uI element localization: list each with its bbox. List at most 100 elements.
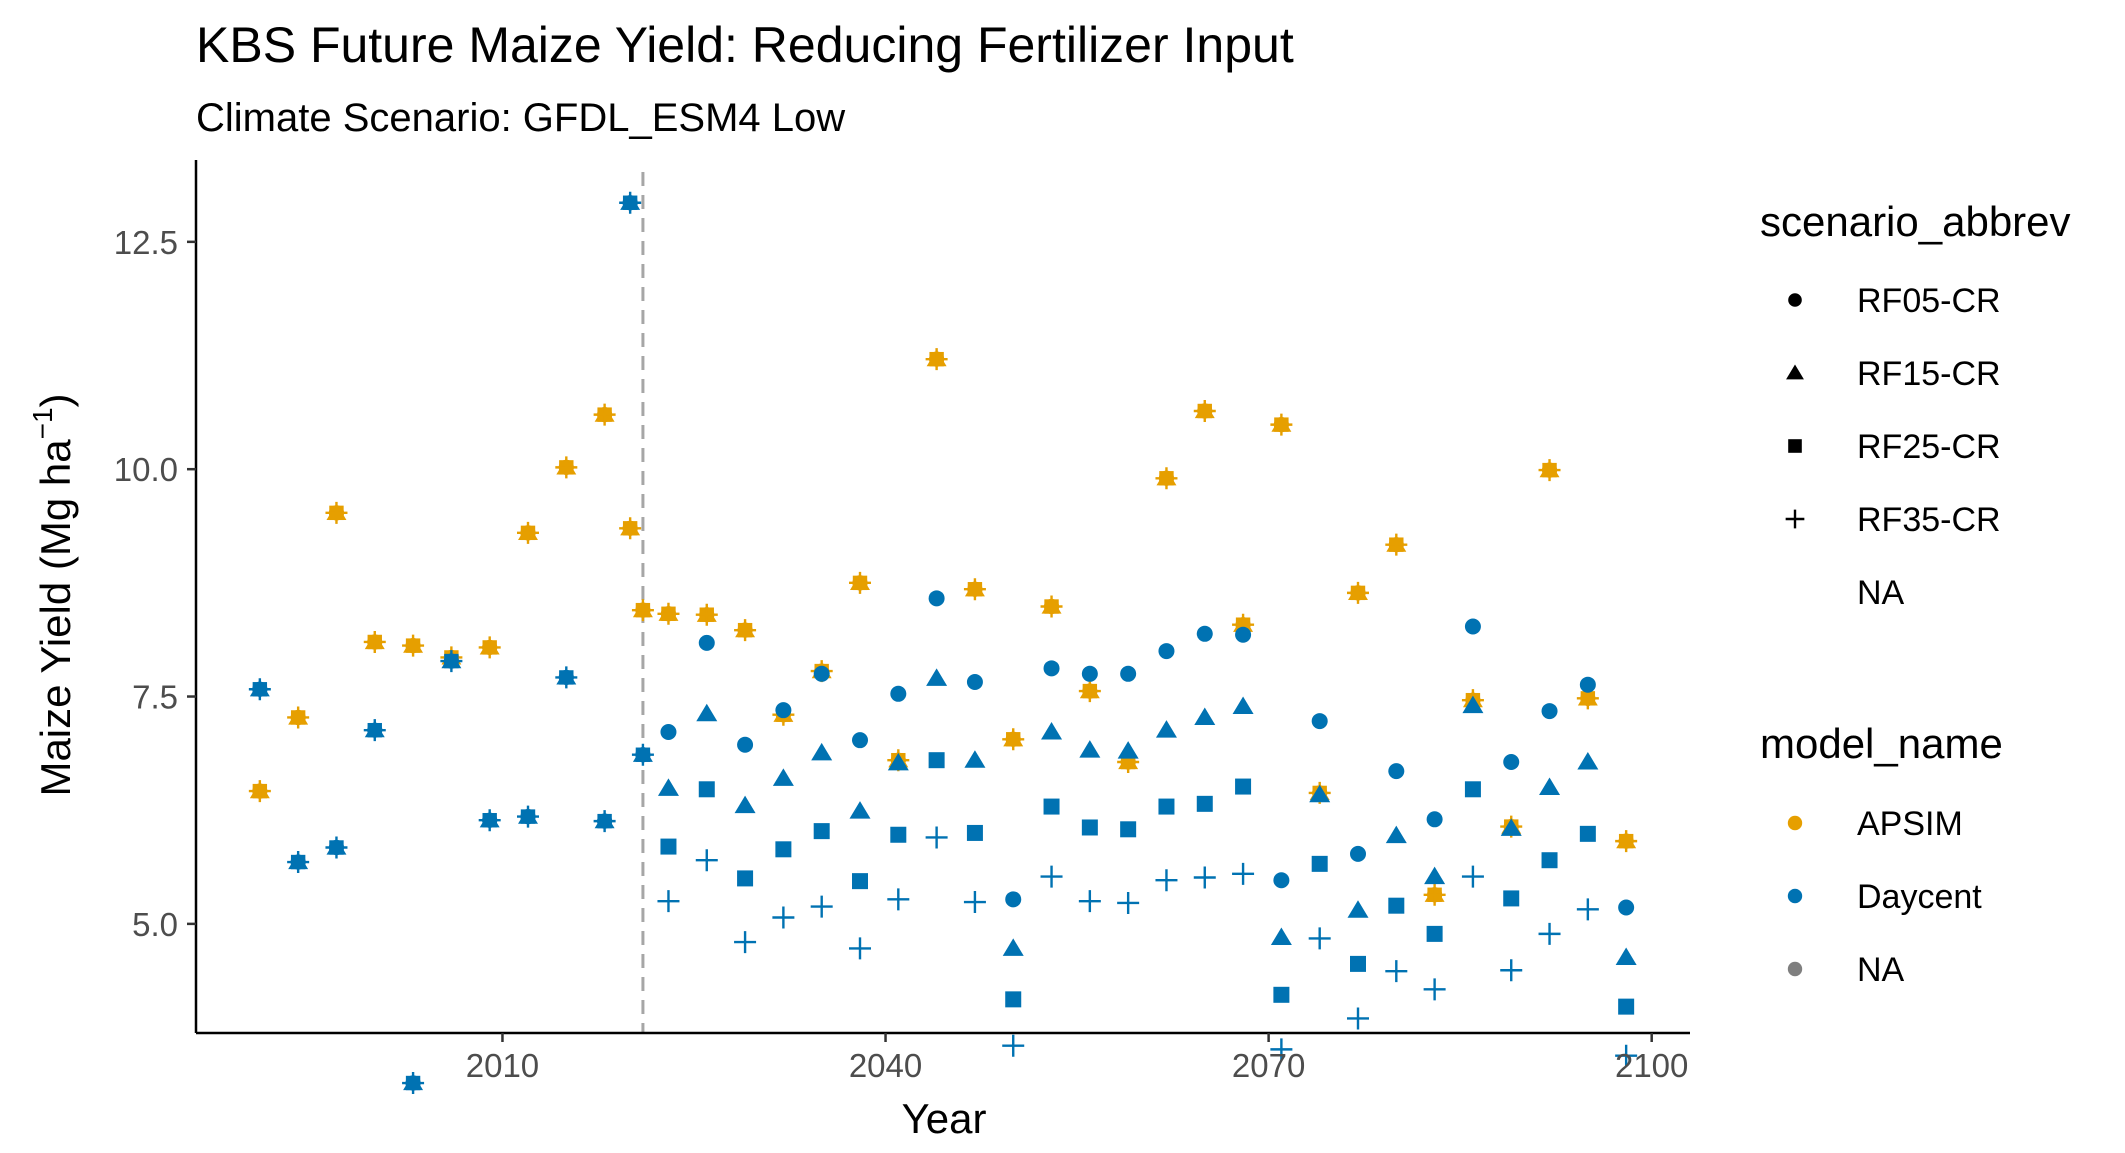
point-rf35-cr — [1117, 891, 1140, 914]
point-rf15-cr — [657, 778, 679, 796]
point-rf35-cr — [772, 906, 795, 929]
point-apsim-p — [1423, 883, 1446, 906]
legend-key-rf15-cr — [1786, 364, 1804, 380]
y-axis-title-main: Maize Yield (Mg ha — [32, 439, 79, 797]
point-apsim-hist-p — [248, 780, 271, 803]
point-rf35-cr — [1308, 927, 1331, 950]
point-rf05-cr — [1541, 703, 1558, 720]
point-apsim-p — [1040, 595, 1063, 618]
point-rf05-cr — [813, 665, 830, 682]
point-apsim — [1002, 728, 1025, 751]
point-rf05-cr — [1081, 665, 1098, 682]
point-rf15-cr — [1615, 947, 1637, 966]
point-rf35-cr — [1232, 862, 1255, 885]
point-daycent-hist-p — [287, 851, 310, 874]
point-rf15-cr — [696, 703, 718, 722]
point-apsim-p — [1155, 467, 1178, 490]
point-apsim — [1270, 413, 1293, 436]
point-rf25-cr — [1196, 795, 1213, 812]
point-daycent-hist — [478, 809, 501, 832]
point-rf35-cr — [925, 826, 948, 849]
point-daycent-hist-p — [440, 650, 463, 673]
point-daycent-hist-p — [555, 666, 578, 689]
point-rf35-cr — [1538, 922, 1561, 945]
point-apsim-hist-p — [619, 517, 642, 540]
point-rf15-cr — [1232, 696, 1254, 715]
axes: 2010 2040 2070 2100 5.0 7.5 10.0 12.5 — [114, 160, 1690, 1084]
point-rf05-cr — [1464, 618, 1481, 635]
point-daycent-hist-p — [402, 1072, 425, 1095]
point-rf15-cr — [1117, 741, 1139, 759]
legend-key-model-daycent — [1787, 888, 1803, 904]
point-rf35-cr — [849, 937, 871, 960]
point-rf25-cr — [1081, 819, 1098, 836]
point-apsim-hist-p — [517, 521, 539, 544]
point-rf05-cr — [1196, 625, 1213, 642]
point-rf35-cr — [810, 895, 833, 918]
point-apsim-hist — [517, 521, 539, 544]
point-rf35-cr — [734, 931, 757, 954]
point-rf05-cr — [1388, 763, 1405, 780]
point-rf05-cr — [698, 634, 715, 651]
point-apsim-hist-p — [478, 636, 501, 659]
legend-label-scenario: NA — [1857, 574, 1905, 612]
point-rf35-cr — [1615, 1044, 1638, 1067]
point-rf05-cr — [1043, 660, 1060, 677]
point-rf05-cr — [660, 723, 677, 740]
point-rf05-cr — [1311, 713, 1328, 730]
point-apsim — [1155, 467, 1178, 490]
point-rf25-cr — [1120, 821, 1137, 838]
point-rf25-cr — [928, 752, 945, 769]
point-apsim-p — [925, 348, 948, 371]
point-rf25-cr — [966, 824, 983, 841]
point-rf15-cr — [1385, 825, 1407, 844]
point-rf05-cr — [1426, 811, 1443, 828]
point-rf35-cr — [1193, 866, 1216, 889]
point-rf15-cr — [811, 742, 833, 761]
point-apsim-p — [1002, 728, 1025, 751]
point-apsim-hist-p — [631, 599, 654, 622]
point-rf25-cr — [1158, 798, 1175, 815]
point-rf25-cr — [660, 838, 677, 855]
point-daycent-hist — [248, 678, 271, 701]
point-apsim-hist — [631, 599, 654, 622]
point-apsim-hist — [619, 517, 642, 540]
point-rf15-cr — [1539, 777, 1561, 795]
point-rf05-cr — [1579, 676, 1596, 693]
point-rf25-cr — [852, 873, 868, 890]
point-daycent-hist — [517, 805, 539, 828]
legend: scenario_abbrev RF05-CR RF15-CR RF25-CR RF35… — [1760, 198, 2071, 989]
legend-title-scenario: scenario_abbrev — [1760, 198, 2071, 245]
point-rf25-cr — [813, 823, 830, 840]
point-apsim-p — [1347, 581, 1369, 604]
point-rf05-cr — [928, 590, 945, 607]
y-tick-label: 5.0 — [132, 906, 178, 943]
point-apsim — [1615, 830, 1638, 853]
point-rf15-cr — [964, 750, 986, 768]
legend-key-model-na — [1787, 961, 1803, 977]
point-rf05-cr — [852, 732, 868, 749]
point-rf35-cr — [1040, 865, 1063, 888]
point-daycent-hist — [555, 666, 578, 689]
point-rf15-cr — [1309, 784, 1331, 803]
chart-subtitle: Climate Scenario: GFDL_ESM4 Low — [196, 96, 845, 140]
point-rf25-cr — [698, 781, 715, 798]
point-apsim-p — [963, 578, 986, 601]
point-rf15-cr — [1424, 866, 1446, 885]
point-rf15-cr — [1270, 927, 1292, 946]
x-axis-title: Year — [902, 1095, 987, 1142]
point-rf35-cr — [1500, 959, 1523, 982]
point-daycent-hist — [593, 810, 616, 833]
point-rf05-cr — [1235, 626, 1252, 643]
point-rf15-cr — [1462, 695, 1484, 714]
point-rf05-cr — [966, 673, 983, 690]
point-rf15-cr — [772, 768, 794, 786]
point-apsim — [1347, 581, 1369, 604]
legend-key-model-apsim — [1787, 815, 1803, 831]
point-apsim-hist — [325, 501, 348, 524]
legend-key-rf05-cr — [1788, 293, 1802, 307]
point-rf25-cr — [1541, 852, 1558, 869]
point-daycent-hist-p — [593, 810, 616, 833]
point-apsim-hist — [555, 456, 578, 479]
point-rf35-cr — [1423, 978, 1446, 1001]
